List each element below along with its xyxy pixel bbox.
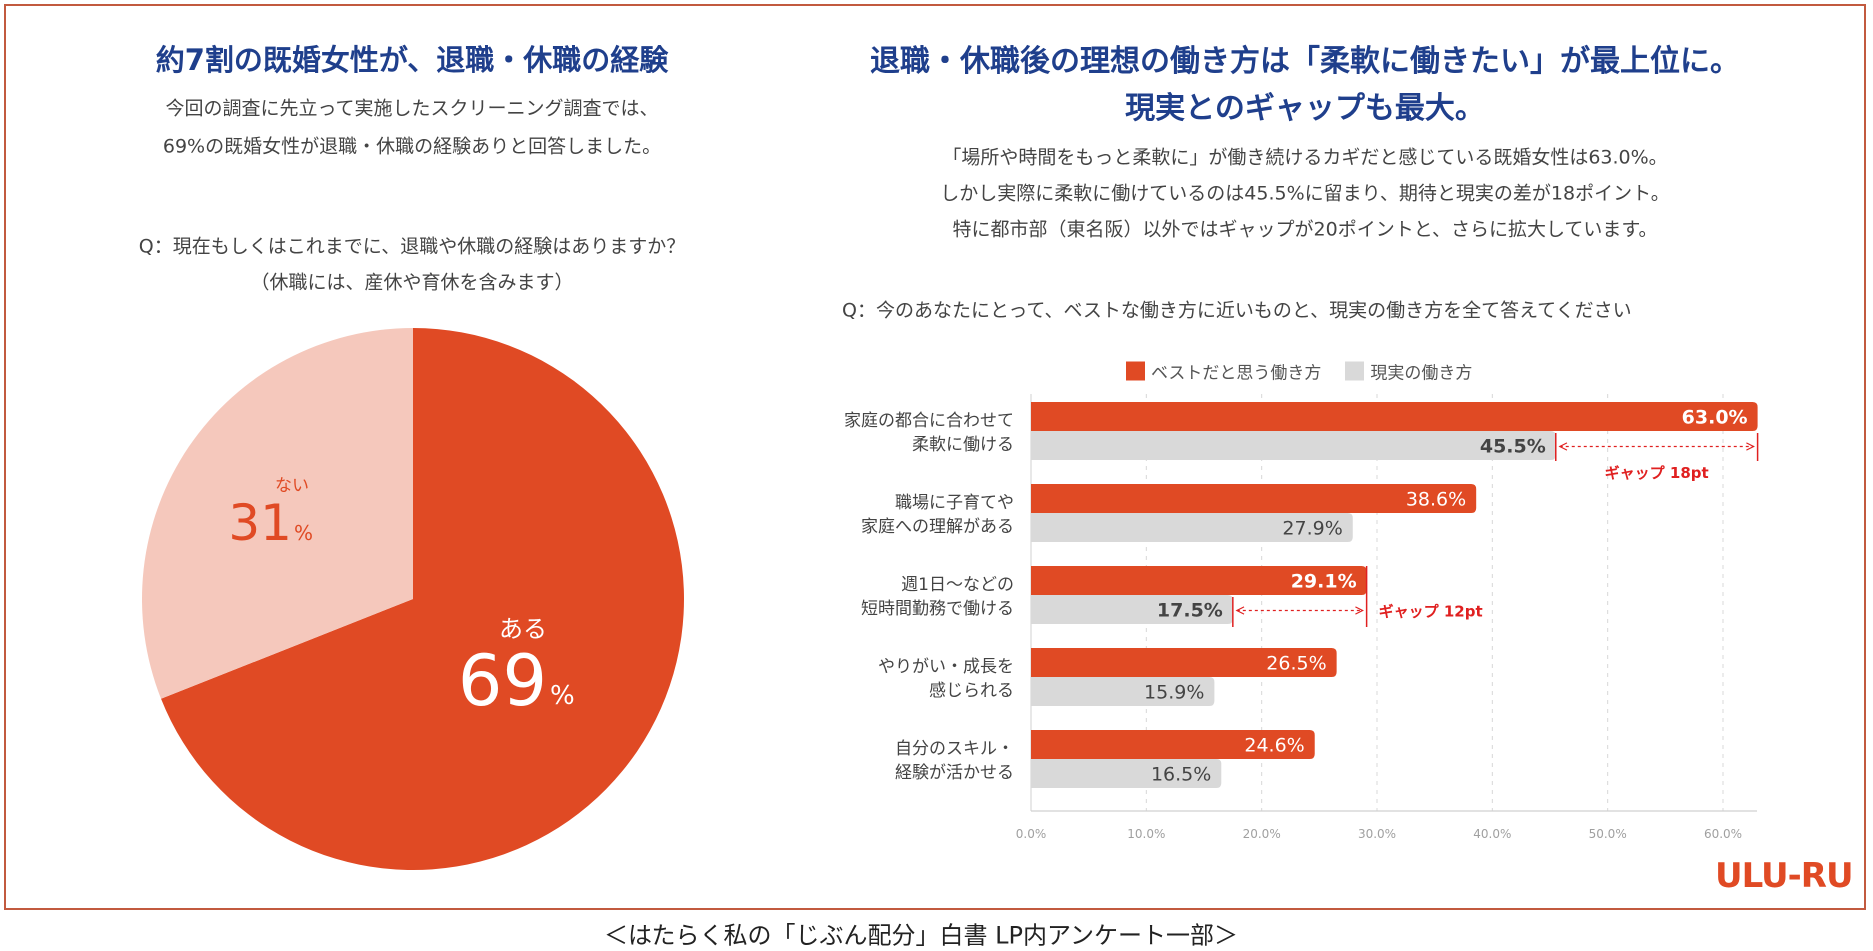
x-tick-label: 20.0% [1243,827,1281,841]
category-label-line-1: 家庭の都合に合わせて [844,411,1014,431]
bar-value-label-best: 29.1% [1291,571,1357,593]
bar-best [1031,566,1367,595]
legend-label-real: 現実の働き方 [1370,363,1473,384]
bar-value-label-best: 38.6% [1406,489,1466,511]
bar-value-label-best: 24.6% [1244,735,1304,757]
gap-label: ギャップ 12pt [1379,603,1483,621]
category-label-line-2: 家庭への理解がある [861,517,1014,537]
right-question: Q：今のあなたにとって、ベストな働き方に近いものと、現実の働き方を全て答えてくだ… [842,299,1632,322]
pie-unit-nai: % [294,521,313,545]
legend-label-best: ベストだと思う働き方 [1151,363,1322,384]
bar-best [1031,402,1758,431]
bar-value-label-real: 27.9% [1282,518,1342,540]
legend-swatch-best [1126,361,1145,381]
bar-real [1031,431,1556,460]
bar-value-label-real: 16.5% [1151,764,1211,786]
category-label-line-2: 短時間勤務で働ける [861,599,1014,619]
category-label-line-1: 週1日〜などの [901,575,1014,595]
left-body-line-2: 69%の既婚女性が退職・休職の経験ありと回答しました。 [162,135,662,158]
x-tick-label: 0.0% [1016,827,1047,841]
category-label-line-2: 感じられる [929,681,1014,701]
category-label-line-2: 経験が活かせる [895,763,1014,783]
pie-unit-aru: % [550,681,575,711]
left-question-line-1: Q：現在もしくはこれまでに、退職や休職の経験はありますか？ [138,235,686,258]
left-question-line-2: （休職には、産休や育休を含みます） [250,271,574,294]
right-body-line-2: しかし実際に柔軟に働けているのは45.5%に留まり、期待と現実の差が18ポイント… [940,182,1670,205]
category-label-line-1: 自分のスキル・ [895,739,1014,759]
bar-value-label-real: 15.9% [1144,682,1204,704]
pie-slice-aru [161,328,685,871]
bar-value-label-best: 63.0% [1682,407,1748,429]
right-title-line-2: 現実とのギャップも最大。 [1125,91,1485,126]
content-frame [4,4,1866,910]
gap-label: ギャップ 18pt [1605,464,1709,482]
pie-label-aru: ある [499,615,547,643]
right-body-line-3: 特に都市部（東名阪）以外ではギャップが20ポイントと、さらに拡大しています。 [952,218,1658,241]
bar-value-label-best: 26.5% [1266,653,1326,675]
pie-value-nai: 31 [228,494,292,552]
bar-chart: 0.0% 10.0% 20.0% 30.0% 40.0% 50.0% 60.0% 家庭の都合… [844,394,1759,841]
left-body-line-1: 今回の調査に先立って実施したスクリーニング調査では、 [165,97,659,120]
x-tick-label: 60.0% [1704,827,1742,841]
bar-real [1031,595,1233,624]
category-label-line-1: やりがい・成長を [878,657,1014,677]
bar-value-label-real: 45.5% [1480,436,1546,458]
bar-real [1031,513,1353,542]
pie-value-aru: 69 [458,640,547,722]
bar-real [1031,759,1222,788]
footer-caption: ＜はたらく私の「じぶん配分」白書 LP内アンケート一部＞ [603,921,1239,950]
pie-slice-nai [142,328,413,699]
x-tick-label: 50.0% [1589,827,1627,841]
left-title: 約7割の既婚女性が、退職・休職の経験 [155,43,669,77]
bar-best [1031,730,1315,759]
x-tick-label: 30.0% [1358,827,1396,841]
category-label-line-1: 職場に子育てや [895,493,1014,513]
uluru-logo: ULU-RU [1715,856,1854,896]
bar-value-label-real: 17.5% [1157,600,1223,622]
x-tick-label: 10.0% [1127,827,1165,841]
bar-best [1031,648,1337,677]
bar-real [1031,677,1215,706]
bar-best [1031,484,1477,513]
legend-swatch-real [1345,361,1365,381]
right-title-line-1: 退職・休職後の理想の働き方は「柔軟に働きたい」が最上位に。 [870,44,1740,79]
pie-chart: ない 31 % ある 69 % [142,328,685,871]
category-label-line-2: 柔軟に働ける [912,435,1014,455]
x-tick-label: 40.0% [1473,827,1511,841]
pie-label-nai: ない [275,476,309,496]
right-body-line-1: 「場所や時間をもっと柔軟に」が働き続けるカギだと感じている既婚女性は63.0%。 [942,146,1668,169]
chart-legend: ベストだと思う働き方 現実の働き方 [1126,359,1472,384]
